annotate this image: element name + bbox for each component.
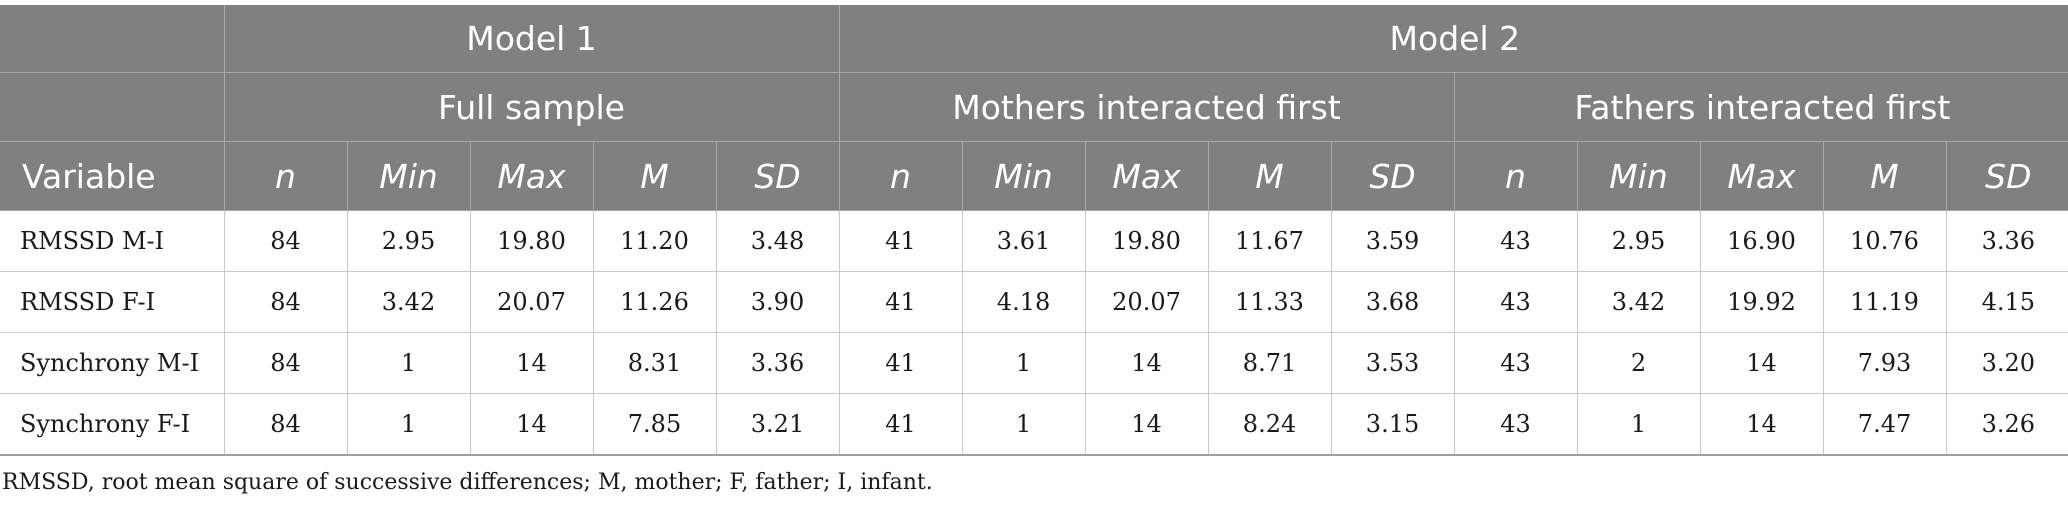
data-table: Model 1 Model 2 Full sample Mothers inte…	[0, 5, 2068, 456]
column-header-m: M	[593, 141, 717, 211]
column-header-n: n	[1454, 141, 1578, 211]
table-cell: 3.26	[1946, 393, 2068, 456]
table-body: RMSSD M-I 84 2.95 19.80 11.20 3.48 41 3.61 19.80…	[0, 210, 2068, 456]
table-cell: 3.59	[1331, 210, 1455, 272]
column-header-max: Max	[1700, 141, 1824, 211]
table-cell: 2.95	[1577, 210, 1701, 272]
table-cell: 7.93	[1823, 332, 1947, 394]
column-header-min: Min	[962, 141, 1086, 211]
table-cell: 84	[224, 210, 348, 272]
table-cell: 3.90	[716, 271, 840, 333]
column-header-n: n	[224, 141, 348, 211]
column-header-m: M	[1208, 141, 1332, 211]
row-variable-label: Synchrony M-I	[0, 332, 225, 394]
table-cell: 3.53	[1331, 332, 1455, 394]
table-header: Model 1 Model 2 Full sample Mothers inte…	[0, 5, 2068, 211]
column-header-max: Max	[470, 141, 594, 211]
empty-header-cell	[0, 5, 225, 73]
subgroup-header-fathers-first: Fathers interacted first	[1454, 72, 2068, 142]
table-cell: 3.21	[716, 393, 840, 456]
table-cell: 3.42	[347, 271, 471, 333]
group-header-model-1: Model 1	[224, 5, 840, 73]
table-cell: 41	[839, 271, 963, 333]
column-header-max: Max	[1085, 141, 1209, 211]
table-cell: 2.95	[347, 210, 471, 272]
table-cell: 3.20	[1946, 332, 2068, 394]
group-header-row: Model 1 Model 2	[0, 5, 2068, 73]
table-row: RMSSD M-I 84 2.95 19.80 11.20 3.48 41 3.61 19.80…	[0, 210, 2068, 272]
table-cell: 41	[839, 393, 963, 456]
table-cell: 19.80	[1085, 210, 1209, 272]
table-cell: 3.15	[1331, 393, 1455, 456]
table-cell: 14	[1085, 332, 1209, 394]
table-cell: 11.33	[1208, 271, 1332, 333]
table-cell: 7.47	[1823, 393, 1947, 456]
table-cell: 7.85	[593, 393, 717, 456]
table-cell: 41	[839, 332, 963, 394]
table-cell: 84	[224, 332, 348, 394]
table-cell: 11.19	[1823, 271, 1947, 333]
table-cell: 4.15	[1946, 271, 2068, 333]
table-cell: 43	[1454, 271, 1578, 333]
table-cell: 41	[839, 210, 963, 272]
table-cell: 43	[1454, 332, 1578, 394]
row-variable-label: Synchrony F-I	[0, 393, 225, 456]
table-cell: 11.20	[593, 210, 717, 272]
subgroup-header-full-sample: Full sample	[224, 72, 840, 142]
table-cell: 1	[347, 332, 471, 394]
column-header-m: M	[1823, 141, 1947, 211]
table-cell: 10.76	[1823, 210, 1947, 272]
table-cell: 14	[1085, 393, 1209, 456]
column-header-min: Min	[1577, 141, 1701, 211]
table-cell: 19.92	[1700, 271, 1824, 333]
table-cell: 43	[1454, 393, 1578, 456]
table-cell: 84	[224, 271, 348, 333]
table-cell: 2	[1577, 332, 1701, 394]
table-cell: 19.80	[470, 210, 594, 272]
table-row: Synchrony M-I 84 1 14 8.31 3.36 41 1 14 8.71 3.53 4…	[0, 332, 2068, 394]
table-cell: 8.24	[1208, 393, 1332, 456]
table-cell: 84	[224, 393, 348, 456]
column-header-sd: SD	[1946, 141, 2068, 211]
table-cell: 1	[962, 332, 1086, 394]
column-header-n: n	[839, 141, 963, 211]
table-cell: 14	[470, 393, 594, 456]
table-row: RMSSD F-I 84 3.42 20.07 11.26 3.90 41 4.18 20.07…	[0, 271, 2068, 333]
table-row: Synchrony F-I 84 1 14 7.85 3.21 41 1 14 8.24 3.15 4…	[0, 393, 2068, 456]
column-header-min: Min	[347, 141, 471, 211]
table-cell: 3.42	[1577, 271, 1701, 333]
table-cell: 1	[962, 393, 1086, 456]
empty-header-cell	[0, 72, 225, 142]
group-header-model-2: Model 2	[839, 5, 2068, 73]
column-header-row: Variable n Min Max M SD n Min Max M SD n…	[0, 141, 2068, 211]
table-cell: 3.36	[716, 332, 840, 394]
table-cell: 8.71	[1208, 332, 1332, 394]
column-header-sd: SD	[1331, 141, 1455, 211]
table-cell: 4.18	[962, 271, 1086, 333]
table-cell: 3.68	[1331, 271, 1455, 333]
table-cell: 3.48	[716, 210, 840, 272]
table-cell: 8.31	[593, 332, 717, 394]
column-header-variable: Variable	[0, 141, 225, 211]
table-cell: 20.07	[470, 271, 594, 333]
subgroup-header-mothers-first: Mothers interacted first	[839, 72, 1455, 142]
table-cell: 11.67	[1208, 210, 1332, 272]
table-cell: 14	[1700, 332, 1824, 394]
row-variable-label: RMSSD M-I	[0, 210, 225, 272]
row-variable-label: RMSSD F-I	[0, 271, 225, 333]
data-table-container: Model 1 Model 2 Full sample Mothers inte…	[0, 5, 2068, 456]
table-cell: 43	[1454, 210, 1578, 272]
table-footnote: RMSSD, root mean square of successive di…	[2, 470, 933, 495]
table-cell: 20.07	[1085, 271, 1209, 333]
table-cell: 11.26	[593, 271, 717, 333]
subgroup-header-row: Full sample Mothers interacted first Fat…	[0, 72, 2068, 142]
table-cell: 14	[1700, 393, 1824, 456]
table-cell: 14	[470, 332, 594, 394]
table-cell: 3.36	[1946, 210, 2068, 272]
table-cell: 3.61	[962, 210, 1086, 272]
table-cell: 16.90	[1700, 210, 1824, 272]
column-header-sd: SD	[716, 141, 840, 211]
table-cell: 1	[347, 393, 471, 456]
table-cell: 1	[1577, 393, 1701, 456]
